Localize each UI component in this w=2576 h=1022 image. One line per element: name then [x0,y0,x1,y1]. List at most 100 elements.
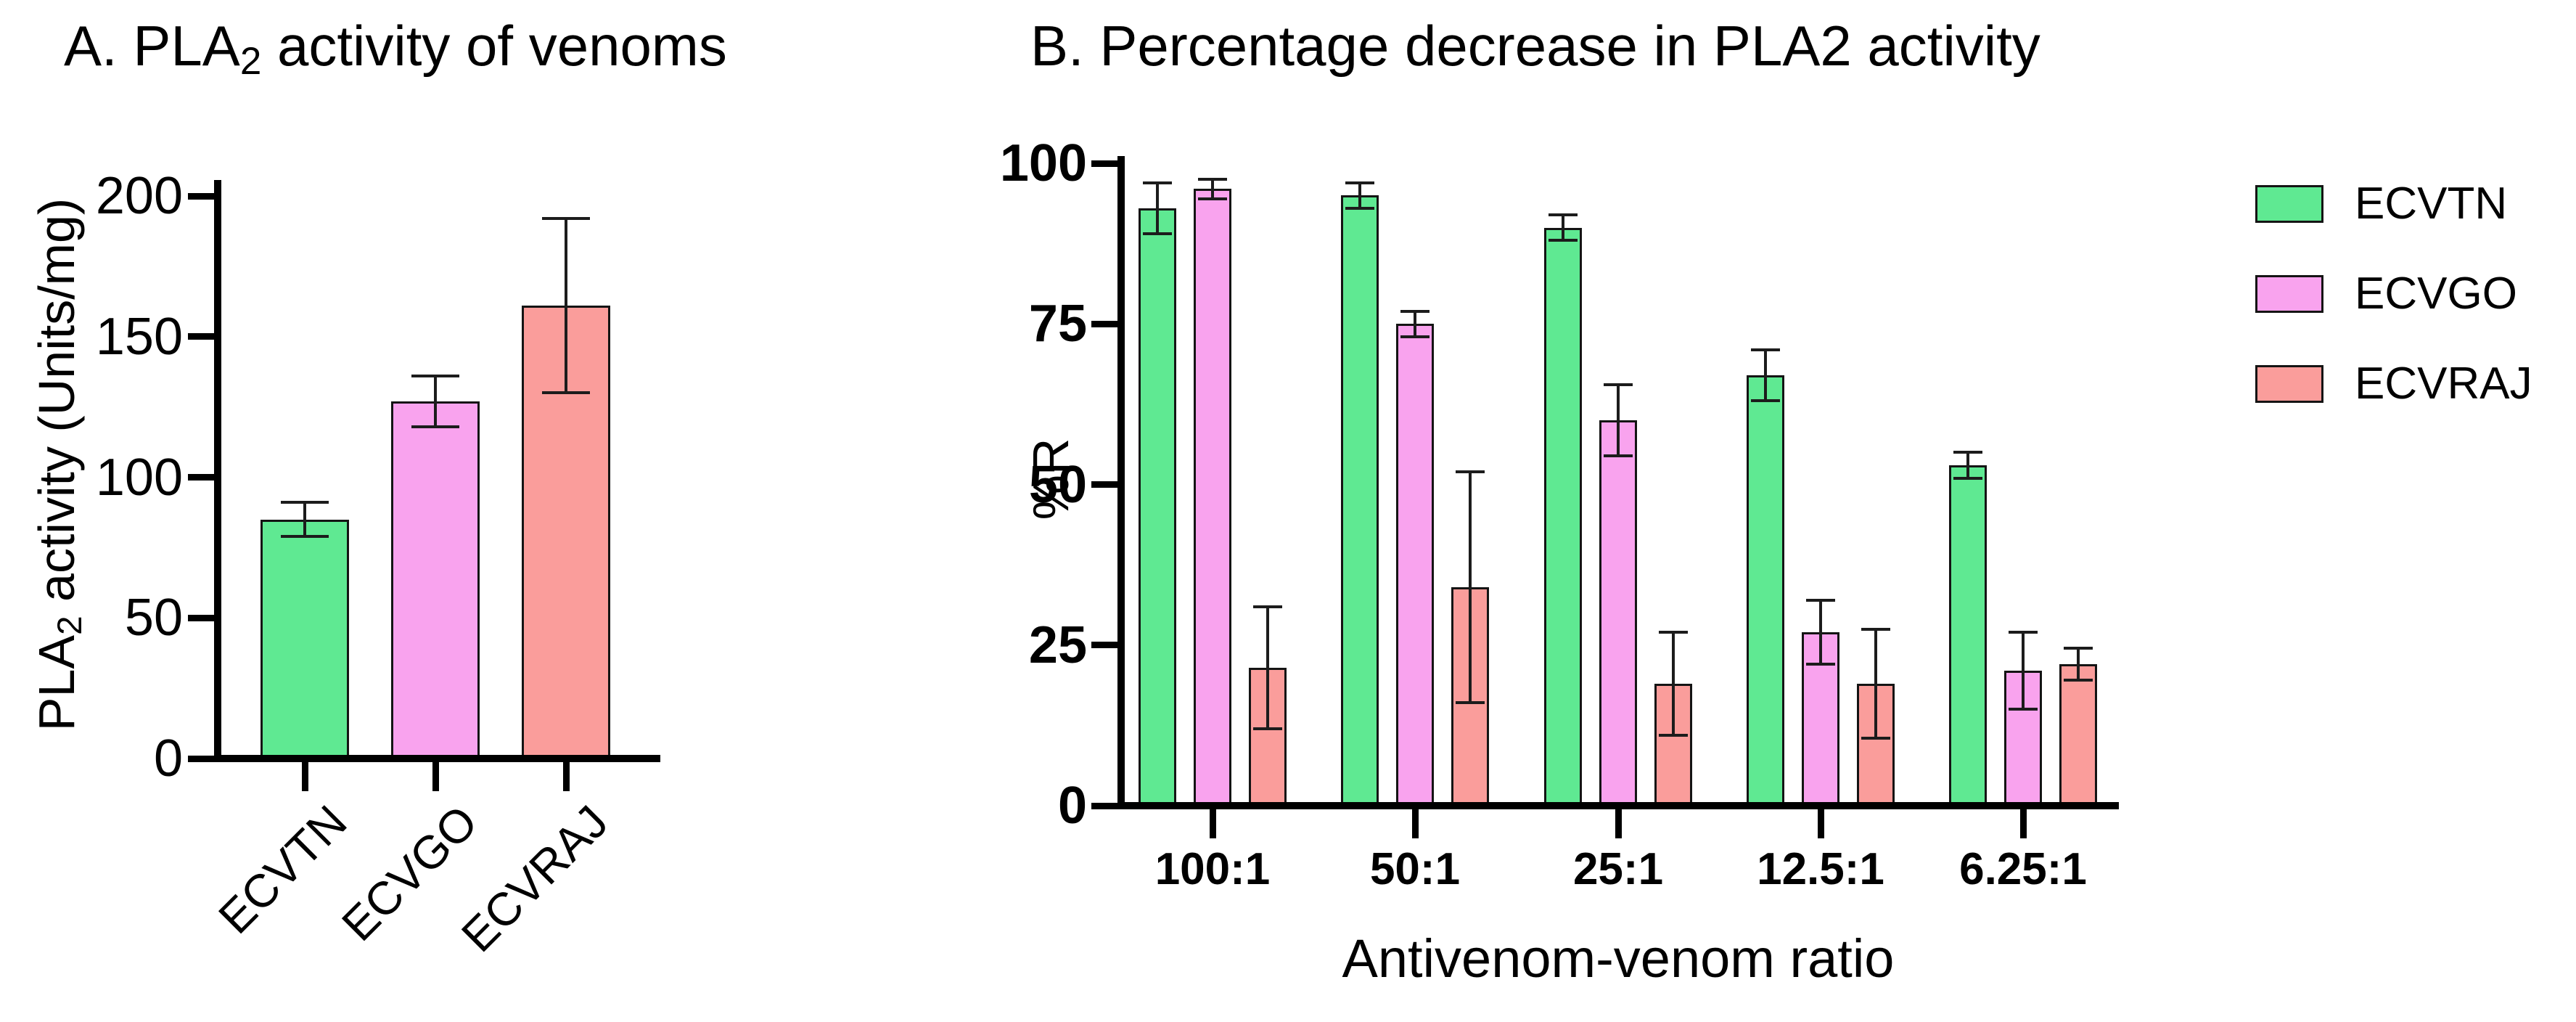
panel-b-y-tick [1091,321,1117,327]
panel-a-y-tick [188,474,214,481]
panel-b-error-cap-bottom [2009,708,2038,711]
panel-a-y-tick-label: 200 [95,167,183,225]
panel-b-error-cap-top [1456,470,1485,473]
panel-b-error-cap-bottom [2064,679,2093,682]
panel-b-error-cap-bottom [1400,335,1429,338]
panel-a-error-cap-top [281,501,329,504]
panel-a-title: A. PLA2 activity of venoms [64,13,727,83]
panel-b-bar-ecvraj-12.5:1 [1857,684,1895,806]
panel-b-error-bar-line [1156,183,1159,234]
panel-b-bar-ecvtn-50:1 [1341,195,1379,806]
panel-b-category-label-6.25:1: 6.25:1 [1959,844,2087,894]
panel-b-error-cap-top [1345,181,1374,184]
panel-b-error-cap-bottom [1345,207,1374,210]
panel-b-x-tick [2020,809,2027,838]
panel-b-y-tick-label: 50 [1028,456,1087,514]
legend-swatch-ecvgo [2255,275,2323,313]
panel-a-bar-ecvtn [261,520,349,759]
panel-b-category-label-25:1: 25:1 [1572,844,1664,894]
panel-b-error-bar-line [1414,311,1416,337]
panel-b-error-cap-top [1751,348,1780,351]
legend-label-ecvtn: ECVTN [2355,179,2508,229]
panel-b-bar-ecvgo-100:1 [1194,189,1231,806]
panel-b-y-tick [1091,803,1117,809]
panel-b-error-cap-bottom [1806,663,1835,666]
panel-a-y-tick [188,615,214,621]
panel-b-error-cap-top [1806,599,1835,602]
panel-b-x-tick [1615,809,1622,838]
panel-b-error-cap-bottom [1861,737,1890,740]
panel-b-bar-ecvtn-6.25:1 [1949,465,1987,806]
panel-b-error-bar-line [1469,472,1472,703]
panel-a-y-tick-label: 150 [95,308,183,366]
panel-b-error-bar-line [1966,452,1969,478]
panel-a-x-tick [563,762,570,791]
panel-b-error-cap-top [1659,631,1688,634]
panel-b-error-cap-top [1953,451,1982,454]
panel-a-error-bar-line [434,376,437,427]
panel-b-x-tick [1210,809,1216,838]
panel-a-y-tick [188,333,214,340]
panel-a-title-pre: A. PLA [64,14,240,78]
panel-a-error-cap-bottom [281,535,329,538]
panel-b-error-bar-line [1764,350,1767,401]
panel-b-error-bar-line [1874,629,1877,738]
panel-b-error-cap-top [1198,178,1227,181]
panel-b-y-tick-label: 25 [1028,616,1087,674]
panel-b-y-tick [1091,160,1117,167]
panel-b-error-cap-top [1253,605,1282,608]
panel-b-y-tick [1091,642,1117,648]
panel-b-y-axis-line [1117,156,1125,809]
panel-b-bar-ecvtn-25:1 [1544,228,1582,806]
panel-b-error-cap-bottom [1456,701,1485,704]
legend-swatch-ecvtn [2255,185,2323,223]
panel-b-error-bar-line [1562,215,1564,240]
panel-b-y-tick [1091,481,1117,488]
panel-b-y-tick-label: 75 [1028,295,1087,353]
panel-a-title-post: activity of venoms [261,14,727,78]
panel-b-bar-ecvraj-6.25:1 [2059,664,2097,806]
panel-b-error-cap-bottom [1143,232,1172,235]
panel-b-error-cap-bottom [1198,197,1227,200]
panel-a-y-tick [188,193,214,200]
panel-a-bar-ecvgo [391,401,480,759]
panel-b-error-cap-bottom [1659,734,1688,737]
panel-b-error-cap-top [2064,647,2093,650]
panel-b-x-tick [1412,809,1419,838]
panel-b-error-cap-top [1549,213,1578,216]
panel-b-category-label-12.5:1: 12.5:1 [1757,844,1884,894]
panel-b-error-bar-line [2077,648,2080,680]
panel-a-error-cap-top [542,217,590,220]
panel-b-error-cap-bottom [1751,399,1780,402]
panel-b-error-bar-line [1672,632,1675,735]
panel-b-error-cap-bottom [1253,727,1282,730]
panel-b-y-tick-label: 0 [1057,777,1087,835]
panel-b-error-bar-line [1358,183,1361,208]
panel-b-category-label-100:1: 100:1 [1154,844,1271,894]
panel-a-y-tick-label: 50 [124,589,183,647]
legend-swatch-ecvraj [2255,365,2323,403]
panel-b-error-cap-top [1604,383,1633,386]
panel-b-error-cap-top [2009,631,2038,634]
panel-a-error-cap-bottom [411,425,459,428]
legend-label-ecvraj: ECVRAJ [2355,359,2532,409]
panel-b-error-bar-line [1819,600,1822,665]
panel-b-error-cap-bottom [1549,239,1578,242]
panel-a-y-axis-line [214,180,221,762]
panel-a-y-tick-label: 100 [95,449,183,507]
panel-a-error-cap-bottom [542,391,590,394]
panel-b-error-cap-bottom [1953,477,1982,480]
panel-a-x-tick [432,762,439,791]
panel-b-xaxis-title: Antivenom-venom ratio [1342,928,1895,989]
panel-b-error-bar-line [2022,632,2025,709]
panel-a-error-bar-line [303,502,306,536]
panel-b-error-cap-top [1861,628,1890,631]
panel-b-x-axis-line [1117,802,2119,809]
panel-b-bar-ecvtn-12.5:1 [1747,375,1784,806]
panel-a-y-tick-label: 0 [153,729,183,788]
panel-b-error-bar-line [1617,385,1620,455]
panel-a-ylabel-post: activity (Units/mg) [28,197,85,616]
panel-a-title-subscript: 2 [239,39,262,83]
panel-b-bar-ecvgo-50:1 [1396,324,1434,806]
